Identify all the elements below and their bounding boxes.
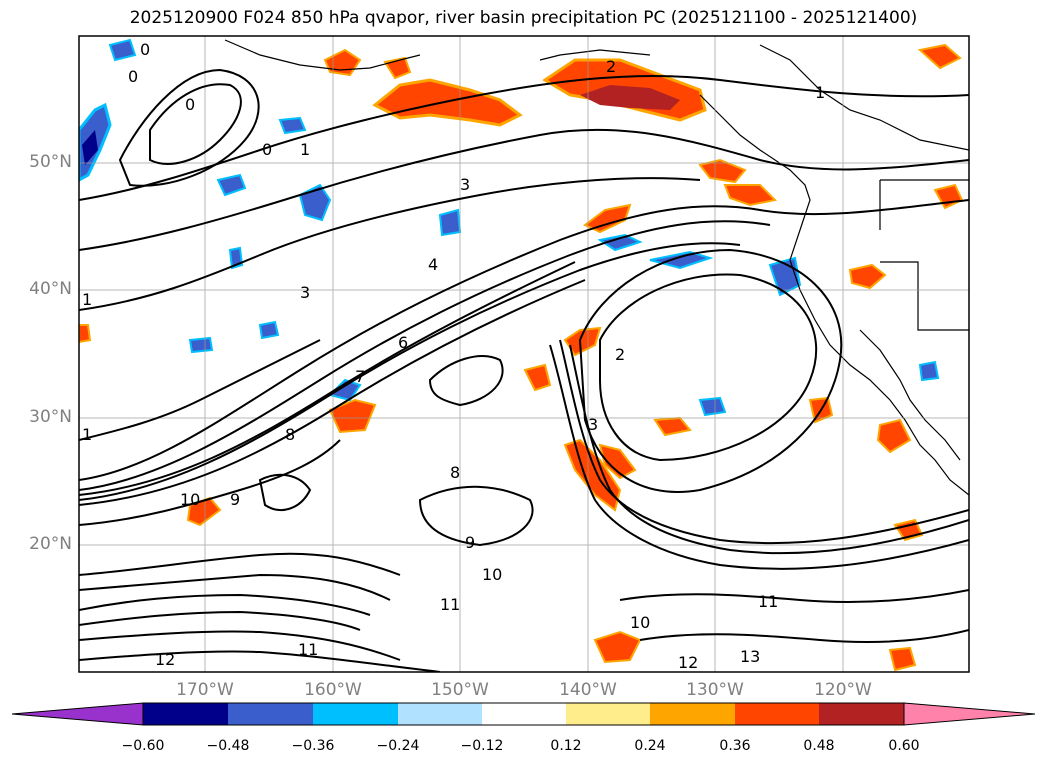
contour-label: 11 (758, 592, 778, 611)
precipitation-shading (79, 38, 964, 672)
contour-label: 1 (815, 83, 825, 102)
lon-label-120w: 120°W (814, 680, 872, 700)
contour-label: 3 (588, 415, 598, 434)
colorbar-tick: −0.24 (376, 738, 420, 754)
colorbar-bin (735, 703, 819, 725)
lat-label-40n: 40°N (29, 279, 72, 299)
contour-label: 0 (185, 95, 195, 114)
colorbar-tick: −0.48 (206, 738, 250, 754)
colorbar-bin (143, 703, 228, 725)
contour-label: 7 (355, 367, 365, 386)
contour-label: 11 (298, 640, 318, 659)
contour-label: 12 (155, 650, 175, 669)
contour-label: 12 (678, 653, 698, 672)
contour-label: 0 (140, 40, 150, 59)
contour-label: 2 (606, 57, 616, 76)
contour-label: 8 (285, 425, 295, 444)
map-frame (78, 35, 970, 673)
colorbar-tick: −0.36 (291, 738, 335, 754)
lon-label-140w: 140°W (559, 680, 617, 700)
colorbar-tick: 0.60 (888, 738, 920, 754)
colorbar-bin (566, 703, 650, 725)
contour-label: 3 (460, 175, 470, 194)
lon-label-130w: 130°W (686, 680, 744, 700)
lat-label-30n: 30°N (29, 407, 72, 427)
contour-label: 1 (82, 425, 92, 444)
colorbar-bin (228, 703, 313, 725)
colorbar-tick: 0.36 (719, 738, 751, 754)
contour-label: 10 (482, 565, 502, 584)
map-background (79, 36, 969, 672)
colorbar-bin (819, 703, 904, 725)
colorbar-tick: 0.12 (550, 738, 582, 754)
contour-label: 1 (300, 140, 310, 159)
positive-precip-patches (79, 43, 964, 672)
contour-label: 9 (230, 490, 240, 509)
contour-label: 6 (398, 333, 408, 352)
gridlines (79, 36, 969, 672)
contour-label: 4 (428, 255, 438, 274)
lon-label-150w: 150°W (431, 680, 489, 700)
colorbar-bin (398, 703, 482, 725)
colorbar-bin (650, 703, 735, 725)
contour-label: 1 (82, 290, 92, 309)
lat-label-50n: 50°N (29, 152, 72, 172)
colorbar-tick: −0.60 (121, 738, 165, 754)
contour-label: 3 (300, 283, 310, 302)
contour-label: 0 (128, 67, 138, 86)
colorbar-bin (313, 703, 398, 725)
map-title: 2025120900 F024 850 hPa qvapor, river ba… (129, 8, 918, 28)
contour-label: 10 (630, 613, 650, 632)
colorbar-tick: 0.24 (634, 738, 666, 754)
contour-label: 2 (615, 345, 625, 364)
contour-label: 10 (180, 490, 200, 509)
contour-label: 0 (262, 140, 272, 159)
qvapor-contours (79, 68, 969, 672)
colorbar-tick: 0.48 (803, 738, 835, 754)
coastlines (224, 39, 969, 496)
colorbar-bin (482, 703, 566, 725)
contour-labels: 0 0 0 0 1 2 3 3 4 6 7 8 8 9 9 10 10 10 1… (82, 40, 825, 672)
colorbar-extend-low (11, 702, 144, 726)
contour-label: 13 (740, 647, 760, 666)
colorbar-tick: −0.12 (460, 738, 504, 754)
colorbar (11, 702, 1036, 726)
contour-label: 9 (465, 533, 475, 552)
colorbar-extend-high (903, 702, 1036, 726)
lat-label-20n: 20°N (29, 534, 72, 554)
lon-label-160w: 160°W (304, 680, 362, 700)
contour-label: 11 (440, 595, 460, 614)
contour-label: 8 (450, 463, 460, 482)
lon-label-170w: 170°W (176, 680, 234, 700)
colorbar-frame (142, 702, 905, 726)
